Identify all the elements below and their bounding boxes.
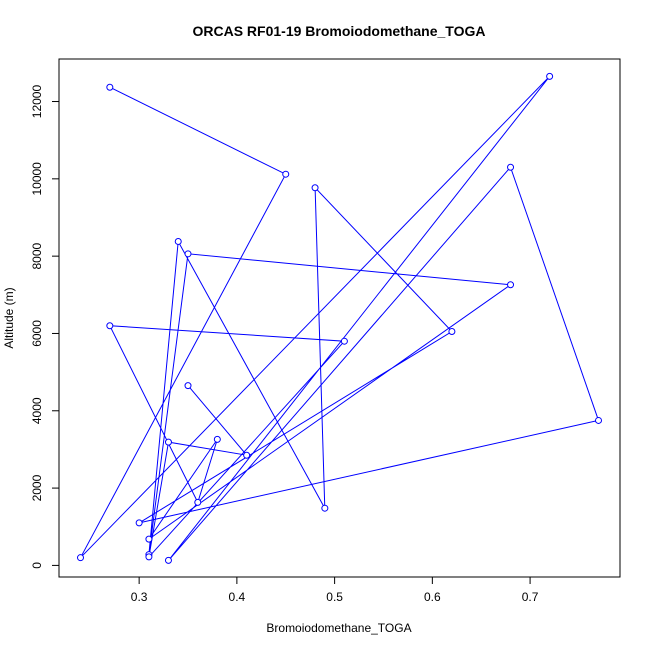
series-lines	[80, 76, 600, 561]
series-line	[80, 76, 600, 561]
y-tick-label: 0	[30, 562, 44, 569]
data-point	[213, 435, 221, 443]
data-point	[311, 184, 319, 192]
data-point	[106, 83, 114, 91]
y-tick-label: 4000	[30, 397, 44, 424]
data-point	[77, 554, 85, 562]
y-tick-label: 6000	[30, 320, 44, 347]
data-point	[507, 281, 515, 289]
data-point	[194, 498, 202, 506]
data-point	[340, 337, 348, 345]
data-point	[448, 328, 456, 336]
x-tick-label: 0.5	[326, 590, 343, 604]
data-point	[145, 553, 153, 561]
data-point	[106, 322, 114, 330]
x-tick-label: 0.3	[131, 590, 148, 604]
x-axis: 0.3 0.4 0.5 0.6 0.7	[131, 576, 539, 604]
data-point	[184, 250, 192, 258]
y-axis: 0 2000 4000 6000 8000 10000 12000	[30, 85, 60, 569]
y-tick-label: 2000	[30, 474, 44, 501]
x-axis-label: Bromoiodomethane_TOGA	[266, 621, 411, 635]
data-point	[321, 504, 329, 512]
x-tick-label: 0.4	[229, 590, 246, 604]
data-point	[546, 72, 554, 80]
data-point	[135, 519, 143, 527]
data-point	[164, 438, 172, 446]
x-tick-label: 0.6	[424, 590, 441, 604]
y-tick-label: 8000	[30, 242, 44, 269]
data-point	[174, 237, 182, 245]
data-point	[594, 416, 602, 424]
data-point	[184, 382, 192, 390]
data-point	[145, 535, 153, 543]
series-points	[77, 72, 602, 564]
data-point	[164, 556, 172, 564]
x-tick-label: 0.7	[522, 590, 539, 604]
plot-frame	[58, 58, 621, 578]
chart-title: ORCAS RF01-19 Bromoiodomethane_TOGA	[192, 23, 485, 39]
data-point	[507, 163, 515, 171]
data-point	[243, 451, 251, 459]
y-axis-label: Altitude (m)	[2, 287, 16, 348]
y-tick-label: 12000	[30, 85, 44, 119]
y-tick-label: 10000	[30, 162, 44, 196]
data-point	[282, 170, 290, 178]
